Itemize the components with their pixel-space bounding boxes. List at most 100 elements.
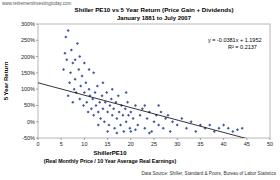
point (143, 127, 146, 130)
point (171, 120, 174, 123)
point (115, 117, 118, 120)
point (78, 97, 81, 100)
x-tick (84, 138, 85, 140)
x-tick-label: 40 (221, 141, 227, 147)
point (97, 123, 100, 126)
point (134, 104, 137, 107)
y-tick-label: 100% (21, 86, 35, 92)
y-tick-label: 50% (24, 102, 35, 108)
subtitle: January 1881 to July 2007 (117, 15, 192, 21)
point (67, 29, 70, 32)
equation: y = -0.0381x + 1.1952 (208, 37, 262, 43)
point (68, 81, 71, 84)
point (148, 132, 151, 135)
point (222, 123, 225, 126)
x-tick-label: 15 (105, 141, 111, 147)
point (106, 130, 109, 133)
point (217, 127, 220, 130)
point (136, 123, 139, 126)
point (70, 49, 73, 52)
x-tick (154, 138, 155, 140)
point (69, 71, 72, 74)
point (63, 52, 66, 55)
y-tick-label: 200% (21, 54, 35, 60)
point (231, 130, 234, 133)
y-tick (36, 121, 38, 122)
y-tick (36, 72, 38, 73)
point (113, 127, 116, 130)
watermark: www.retirementinvestingtoday.com (2, 1, 71, 6)
point (62, 68, 65, 71)
point (97, 110, 100, 113)
y-tick (36, 105, 38, 106)
x-tick (130, 138, 131, 140)
point (126, 101, 129, 104)
point (129, 110, 132, 113)
point (85, 101, 88, 104)
y-tick-label: 250% (21, 37, 35, 43)
point (101, 94, 104, 97)
point (84, 81, 87, 84)
x-tick-label: 10 (81, 141, 87, 147)
x-tick-label: 0 (36, 141, 39, 147)
trendline (38, 83, 270, 138)
x-axis-sublabel: (Real Monthly Price / 10 Year Average Re… (44, 158, 177, 164)
point (132, 117, 135, 120)
x-tick (246, 138, 247, 140)
point (83, 91, 86, 94)
title: Shiller PE10 vs 5 Year Return (Price Gai… (75, 6, 234, 13)
point (121, 114, 124, 117)
y-tick (36, 56, 38, 57)
x-tick-label: 25 (151, 141, 157, 147)
point (78, 55, 81, 58)
x-tick (177, 138, 178, 140)
point (125, 120, 128, 123)
x-tick-label: 30 (174, 141, 180, 147)
point (82, 104, 85, 107)
point (90, 107, 93, 110)
point (71, 101, 74, 104)
data-source: Data Source: Shiller, Standard & Poors, … (141, 171, 276, 176)
point (134, 128, 137, 131)
x-tick-label: 45 (244, 141, 250, 147)
point (74, 58, 77, 61)
point (88, 88, 91, 91)
point (119, 123, 122, 126)
x-tick (200, 138, 201, 140)
y-tick-label: 300% (21, 21, 35, 27)
point (176, 123, 179, 126)
point (139, 114, 142, 117)
point (107, 123, 110, 126)
x-tick (38, 138, 39, 140)
point (96, 84, 99, 87)
point (101, 107, 104, 110)
point (95, 104, 98, 107)
x-tick (61, 138, 62, 140)
point (76, 42, 79, 45)
point (71, 62, 74, 65)
point (94, 91, 97, 94)
y-tick (36, 89, 38, 90)
plot-area (38, 29, 270, 138)
point (150, 130, 153, 133)
y-tick (36, 40, 38, 41)
point (98, 101, 101, 104)
point (74, 78, 77, 81)
x-tick (270, 138, 271, 140)
point (118, 110, 121, 113)
point (110, 97, 113, 100)
point (227, 127, 230, 130)
point (87, 110, 90, 113)
chart: -50%0%50%100%150%200%250%300%05101520253… (0, 0, 280, 180)
x-tick (107, 138, 108, 140)
point (83, 62, 86, 65)
point (162, 127, 165, 130)
point (106, 110, 109, 113)
point (122, 130, 125, 133)
x-tick-label: 20 (128, 141, 134, 147)
point (105, 91, 108, 94)
point (128, 127, 131, 130)
point (81, 75, 84, 78)
point (157, 104, 160, 107)
point (208, 123, 211, 126)
